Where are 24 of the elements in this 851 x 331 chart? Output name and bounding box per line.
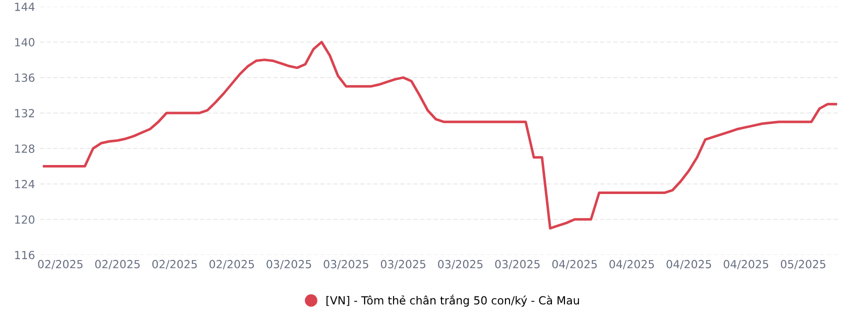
line-series [42,40,838,230]
y-tick-label: 132 [15,108,34,118]
x-tick-label: 05/2025 [780,260,826,270]
x-tick-label: 04/2025 [724,260,768,270]
y-tick-label: 140 [15,38,34,46]
x-tick-label: 03/2025 [495,260,540,270]
x-tick-label: 02/2025 [95,260,140,270]
y-tick-label: 128 [15,144,34,153]
y-tick-label: 120 [15,215,34,224]
x-tick-label: 02/2025 [209,260,254,270]
x-tick-label: 02/2025 [38,260,83,270]
x-tick-label: 02/2025 [152,260,197,270]
y-tick-label: 116 [15,250,34,260]
x-tick-label: 03/2025 [380,260,426,270]
legend-label: [VN] - Tôm thẻ chân trắng 50 con/ký - Cà Mau [326,294,579,307]
x-tick-label: 04/2025 [609,260,654,270]
x-tick-label: 03/2025 [324,260,368,270]
x-tick-label: 04/2025 [666,260,712,270]
y-tick-label: 136 [15,74,34,82]
y-tick-label: 124 [15,180,35,188]
y-tick-label: 144 [15,2,35,11]
x-tick-label: 03/2025 [438,260,482,270]
x-tick-label: 03/2025 [266,260,312,270]
x-tick-label: 04/2025 [552,260,597,270]
